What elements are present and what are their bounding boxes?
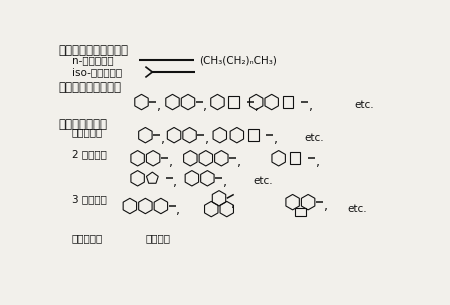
Text: パラフィン系炭化水素: パラフィン系炭化水素 xyxy=(58,44,129,57)
Text: etc.: etc. xyxy=(304,133,324,143)
Text: （省略）: （省略） xyxy=(145,233,171,243)
Text: ,: , xyxy=(274,133,278,146)
Text: ,: , xyxy=(223,176,227,189)
Bar xyxy=(289,152,301,164)
Text: (CH₃(CH₂)ₙCH₃): (CH₃(CH₂)ₙCH₃) xyxy=(200,55,278,65)
Bar xyxy=(228,96,239,108)
Text: ,: , xyxy=(316,156,320,169)
Text: ,: , xyxy=(169,156,173,169)
Text: etc.: etc. xyxy=(347,204,366,214)
Text: 単環芳香族: 単環芳香族 xyxy=(72,127,103,138)
Bar xyxy=(248,129,259,141)
Text: ,: , xyxy=(205,133,209,146)
Text: ,: , xyxy=(176,204,180,217)
Text: 2 環芳香族: 2 環芳香族 xyxy=(72,149,107,159)
Text: ,: , xyxy=(230,197,234,210)
Text: 3 環芳香族: 3 環芳香族 xyxy=(72,194,107,204)
Text: ナフテン系炭化水素: ナフテン系炭化水素 xyxy=(58,81,122,94)
Text: ,: , xyxy=(161,133,165,146)
Text: ,: , xyxy=(173,176,177,189)
Text: etc.: etc. xyxy=(254,176,274,186)
Text: ,: , xyxy=(203,100,207,113)
Text: ,: , xyxy=(255,100,259,113)
Text: etc.: etc. xyxy=(355,100,374,110)
Bar xyxy=(295,208,306,216)
Text: n-パラフィン: n-パラフィン xyxy=(72,55,113,65)
Text: ,: , xyxy=(237,156,241,169)
Text: iso-パラフィン: iso-パラフィン xyxy=(72,67,122,77)
Text: ,: , xyxy=(309,100,313,113)
Text: 多環芳香族: 多環芳香族 xyxy=(72,233,103,243)
Text: ,: , xyxy=(157,100,161,113)
Text: 芳香族炭化水素: 芳香族炭化水素 xyxy=(58,118,108,131)
Text: ,: , xyxy=(324,200,328,213)
Bar xyxy=(283,96,293,108)
